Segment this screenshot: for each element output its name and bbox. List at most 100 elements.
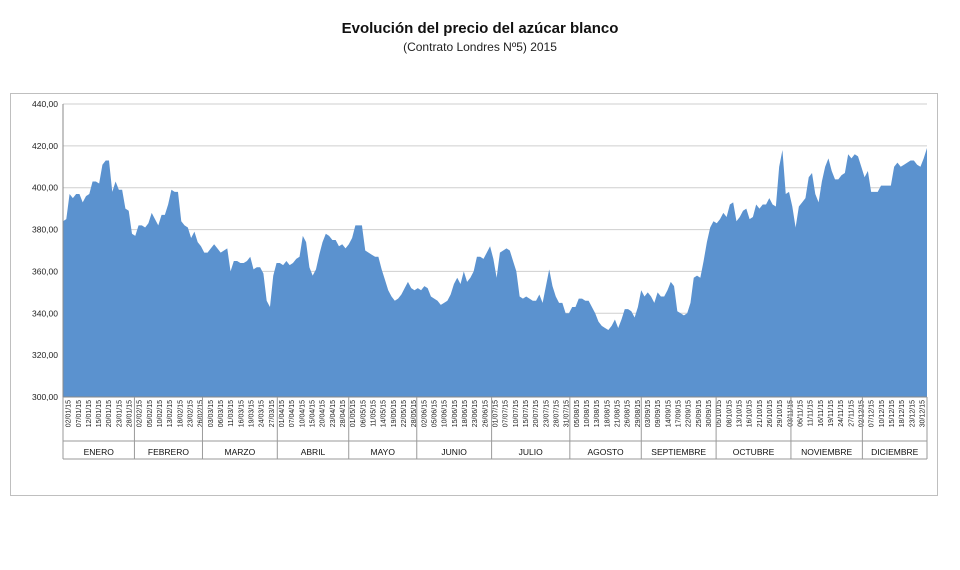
date-tick-label: 05/06/15	[432, 400, 439, 427]
date-tick-label: 13/10/15	[736, 400, 743, 427]
y-tick-label: 360,00	[32, 266, 58, 276]
date-tick-label: 24/03/15	[259, 400, 266, 427]
chart-frame	[10, 93, 938, 496]
chart-title: Evolución del precio del azúcar blanco	[341, 20, 619, 37]
date-tick-label: 28/01/15	[127, 400, 134, 427]
date-tick-label: 15/01/15	[96, 400, 103, 427]
date-tick-label: 26/06/15	[482, 400, 489, 427]
date-tick-label: 16/03/15	[238, 400, 245, 427]
date-tick-label: 28/05/15	[411, 400, 418, 427]
date-tick-label: 12/01/15	[86, 400, 93, 427]
date-tick-label: 23/01/15	[116, 400, 123, 427]
y-tick-label: 380,00	[32, 225, 58, 235]
date-tick-label: 26/10/15	[767, 400, 774, 427]
date-tick-label: 23/07/15	[543, 400, 550, 427]
date-tick-label: 30/09/15	[706, 400, 713, 427]
date-tick-label: 05/08/15	[574, 400, 581, 427]
date-tick-label: 10/07/15	[513, 400, 520, 427]
date-tick-label: 17/09/15	[675, 400, 682, 427]
date-tick-label: 23/12/15	[909, 400, 916, 427]
price-area	[63, 147, 927, 397]
date-tick-label: 23/04/15	[330, 400, 337, 427]
date-tick-label: 19/03/15	[249, 400, 256, 427]
date-tick-label: 06/05/15	[360, 400, 367, 427]
month-label: NOVIEMBRE	[801, 447, 852, 457]
date-tick-label: 28/04/15	[340, 400, 347, 427]
date-tick-label: 23/02/15	[188, 400, 195, 427]
date-tick-label: 15/06/15	[452, 400, 459, 427]
date-tick-label: 14/05/15	[381, 400, 388, 427]
date-tick-label: 01/05/15	[350, 400, 357, 427]
date-tick-label: 11/11/15	[808, 400, 815, 426]
month-label: AGOSTO	[587, 447, 624, 457]
date-tick-label: 15/07/15	[523, 400, 530, 427]
date-tick-label: 11/03/15	[228, 400, 235, 427]
date-tick-label: 11/05/15	[371, 400, 378, 427]
date-tick-label: 19/11/15	[828, 400, 835, 427]
date-tick-label: 07/01/15	[76, 400, 83, 427]
date-tick-label: 02/06/15	[421, 400, 428, 427]
date-tick-label: 13/08/15	[594, 400, 601, 427]
date-tick-label: 24/11/15	[838, 400, 845, 427]
date-tick-label: 31/07/15	[564, 400, 571, 427]
date-tick-label: 06/03/15	[218, 400, 225, 427]
date-tick-label: 03/09/15	[645, 400, 652, 427]
date-tick-label: 25/09/15	[696, 400, 703, 427]
date-tick-label: 26/02/15	[198, 400, 205, 427]
y-tick-label: 300,00	[32, 392, 58, 402]
date-tick-label: 22/09/15	[686, 400, 693, 427]
date-tick-label: 07/12/15	[869, 400, 876, 427]
date-tick-label: 15/12/15	[889, 400, 896, 427]
date-tick-label: 29/10/15	[777, 400, 784, 427]
y-tick-label: 420,00	[32, 141, 58, 151]
y-tick-label: 440,00	[32, 99, 58, 109]
date-tick-label: 26/08/15	[625, 400, 632, 427]
date-tick-label: 19/05/15	[391, 400, 398, 427]
chart-subtitle: (Contrato Londres Nº5) 2015	[403, 40, 557, 54]
date-tick-label: 14/09/15	[665, 400, 672, 427]
date-tick-label: 02/01/15	[66, 400, 73, 427]
date-tick-label: 09/09/15	[655, 400, 662, 427]
date-tick-label: 07/04/15	[289, 400, 296, 427]
month-label: ABRIL	[301, 447, 326, 457]
date-tick-label: 18/02/15	[177, 400, 184, 427]
date-tick-label: 28/07/15	[553, 400, 560, 427]
date-tick-label: 18/08/15	[604, 400, 611, 427]
date-tick-label: 13/02/15	[167, 400, 174, 427]
date-tick-label: 10/12/15	[879, 400, 886, 427]
date-tick-label: 08/10/15	[726, 400, 733, 427]
date-tick-label: 16/10/15	[747, 400, 754, 427]
date-tick-label: 20/04/15	[320, 400, 327, 427]
y-tick-label: 400,00	[32, 183, 58, 193]
date-tick-label: 27/03/15	[269, 400, 276, 427]
date-tick-label: 20/07/15	[533, 400, 540, 427]
date-tick-label: 05/02/15	[147, 400, 154, 427]
date-tick-label: 23/06/15	[472, 400, 479, 427]
month-label: OCTUBRE	[733, 447, 775, 457]
date-tick-label: 01/07/15	[493, 400, 500, 427]
month-label: JUNIO	[441, 447, 467, 457]
month-label: DICIEMBRE	[871, 447, 919, 457]
date-tick-label: 05/10/15	[716, 400, 723, 427]
date-tick-label: 21/10/15	[757, 400, 764, 427]
date-tick-label: 18/06/15	[462, 400, 469, 427]
date-tick-label: 18/12/15	[899, 400, 906, 427]
date-tick-label: 07/07/15	[503, 400, 510, 427]
date-tick-label: 06/11/15	[797, 400, 804, 427]
date-tick-label: 10/08/15	[584, 400, 591, 427]
date-tick-label: 29/08/15	[635, 400, 642, 427]
month-label: FEBRERO	[148, 447, 189, 457]
date-tick-label: 21/08/15	[614, 400, 621, 427]
date-tick-label: 15/04/15	[310, 400, 317, 427]
date-tick-label: 02/02/15	[137, 400, 144, 427]
date-tick-label: 03/03/15	[208, 400, 215, 427]
y-tick-label: 340,00	[32, 308, 58, 318]
date-tick-label: 20/01/15	[106, 400, 113, 427]
date-tick-label: 30/12/15	[919, 400, 926, 427]
month-label: JULIO	[519, 447, 543, 457]
date-tick-label: 10/06/15	[442, 400, 449, 427]
month-label: MAYO	[371, 447, 396, 457]
date-tick-label: 22/05/15	[401, 400, 408, 427]
date-tick-label: 16/11/15	[818, 400, 825, 427]
